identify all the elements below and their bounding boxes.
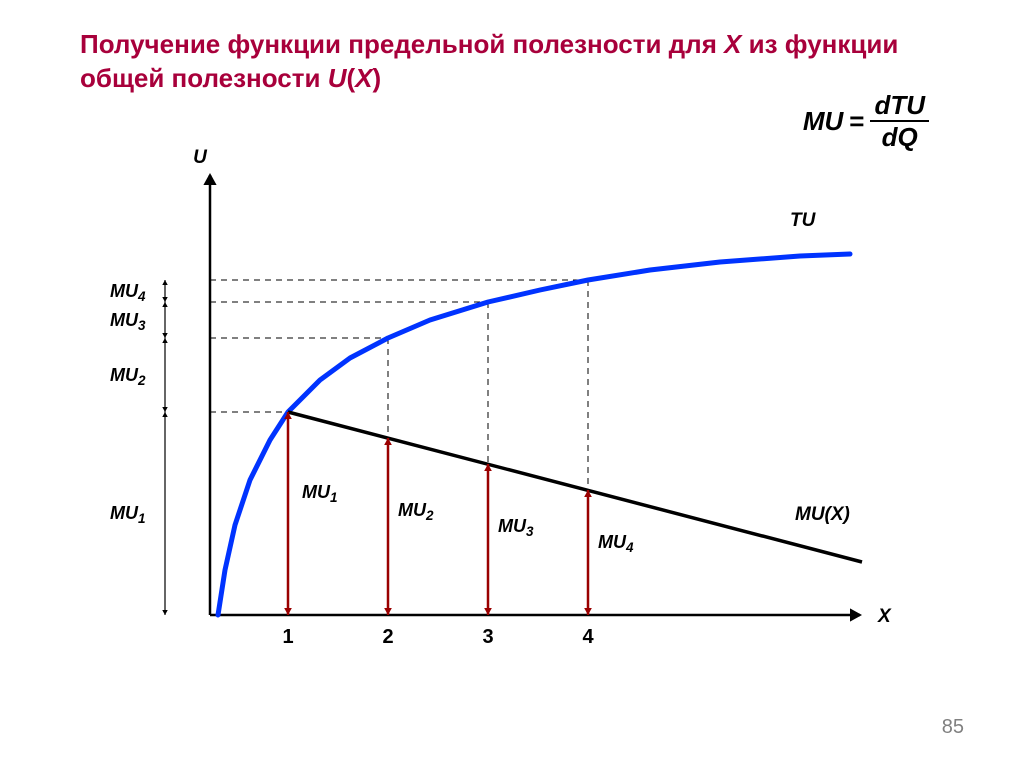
mu-line xyxy=(288,412,862,562)
x-tick-label: 2 xyxy=(382,626,393,648)
mu-arrow-label: MU2 xyxy=(398,500,434,523)
x-axis-label: X xyxy=(877,606,892,627)
mu-bracket-label: MU2 xyxy=(110,365,146,388)
mu-bracket-label: MU3 xyxy=(110,310,146,333)
mu-arrow-label: MU4 xyxy=(598,532,634,555)
tu-curve xyxy=(218,254,850,615)
mu-arrow-label: MU1 xyxy=(302,482,338,505)
mu-bracket-label: MU1 xyxy=(110,503,146,526)
mu-line-label: MU(X) xyxy=(795,504,850,525)
mu-bracket-label: MU4 xyxy=(110,281,146,304)
mu-arrow-label: MU3 xyxy=(498,516,534,539)
y-axis-label: U xyxy=(193,147,208,168)
x-tick-label: 1 xyxy=(282,626,293,648)
utility-chart: X U 1 2 3 4 TU MU(X) MU1 MU2 MU3 MU4 MU1 MU2 MU3 MU4 xyxy=(0,0,1024,767)
tu-label: TU xyxy=(790,210,817,231)
x-tick-label: 4 xyxy=(582,626,594,648)
page-number: 85 xyxy=(942,716,964,739)
x-tick-label: 3 xyxy=(482,626,493,648)
